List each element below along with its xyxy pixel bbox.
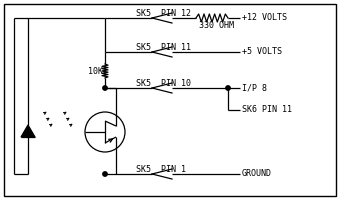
Text: SK5  PIN 12: SK5 PIN 12 [136, 8, 191, 18]
Text: SK5  PIN 1: SK5 PIN 1 [136, 164, 186, 173]
Text: +12 VOLTS: +12 VOLTS [242, 14, 287, 22]
Text: SK6 PIN 11: SK6 PIN 11 [242, 106, 292, 114]
Text: 330 OHM: 330 OHM [199, 21, 234, 30]
Text: GROUND: GROUND [242, 170, 272, 178]
Circle shape [226, 86, 230, 90]
Text: SK5  PIN 10: SK5 PIN 10 [136, 78, 191, 88]
Circle shape [103, 86, 107, 90]
Polygon shape [21, 125, 35, 137]
Text: +5 VOLTS: +5 VOLTS [242, 47, 282, 56]
Text: I/P 8: I/P 8 [242, 84, 267, 92]
Circle shape [103, 172, 107, 176]
Text: SK5  PIN 11: SK5 PIN 11 [136, 43, 191, 51]
Text: 10K: 10K [88, 66, 103, 75]
